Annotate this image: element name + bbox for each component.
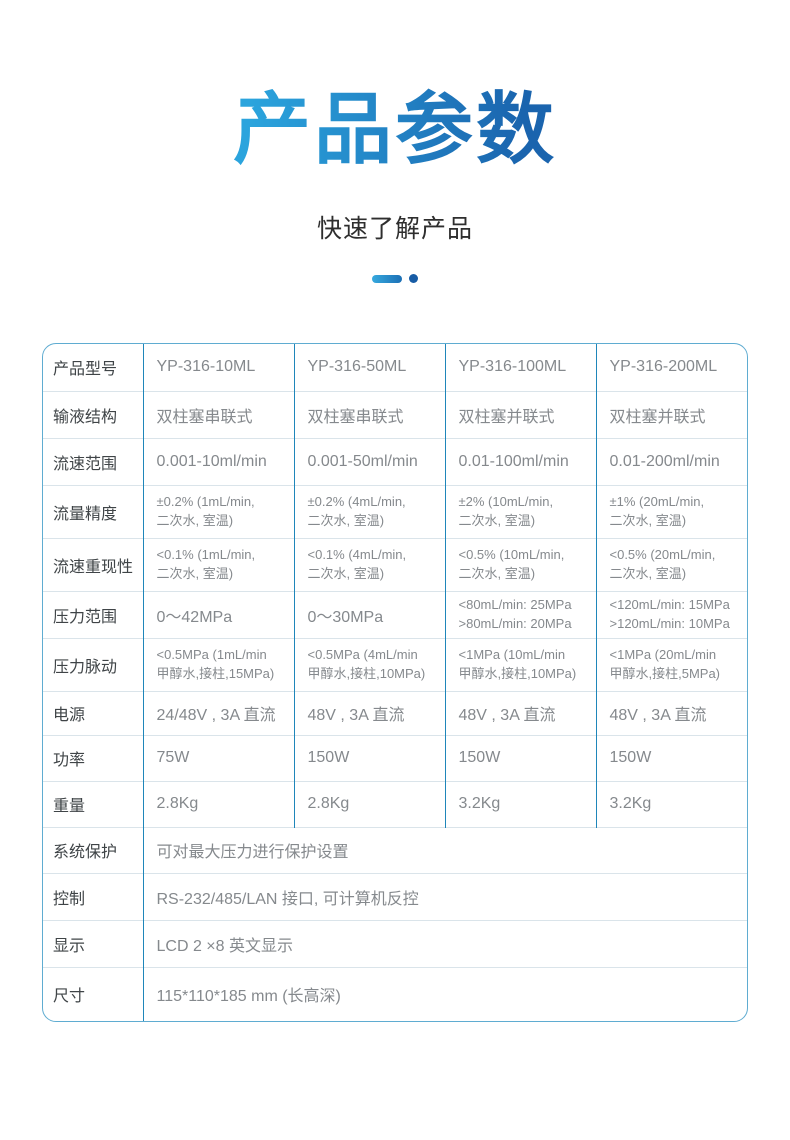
spec-value: 0～42MPa (142, 590, 294, 639)
spec-label: 产品型号 (53, 361, 118, 379)
spec-value: 双柱塞并联式 (595, 390, 747, 439)
spec-label: 尺寸 (43, 966, 143, 1022)
spec-value: 150W (293, 734, 445, 782)
spec-value: <0.5% (20mL/min, 二次水, 室温) (595, 537, 747, 592)
spec-value: <1MPa (20mL/min 甲醇水,接柱,5MPa) (595, 637, 747, 692)
spec-value: <0.5MPa (4mL/min 甲醇水,接柱,10MPa) (293, 637, 445, 692)
table-row-power-supply: 电源 24/48V , 3A 直流 48V , 3A 直流 48V , 3A 直… (43, 690, 747, 736)
spec-label: 显示 (43, 919, 143, 968)
model-name: YP-316-10ML (142, 344, 294, 392)
spec-label: 流速范围 (43, 437, 143, 486)
table-row-flow-repeatability: 流速重现性 <0.1% (1mL/min, 二次水, 室温) <0.1% (4m… (43, 537, 747, 592)
spec-value: <0.1% (1mL/min, 二次水, 室温) (142, 537, 294, 592)
spec-value: 2.8Kg (142, 780, 294, 828)
spec-value: 0.001-10ml/min (142, 437, 294, 486)
table-row-dimensions: 尺寸 115*110*185 mm (长高深) (43, 966, 747, 1022)
spec-value: 48V , 3A 直流 (444, 690, 596, 736)
table-row-models: 产品型号 YP-316-10ML YP-316-50ML YP-316-100M… (43, 344, 747, 392)
page-subtitle: 快速了解产品 (316, 215, 473, 244)
spec-label: 控制 (43, 872, 143, 921)
table-row-display: 显示 LCD 2 ×8 英文显示 (43, 919, 747, 968)
spec-value: 0.001-50ml/min (293, 437, 445, 486)
spec-value: ±2% (10mL/min, 二次水, 室温) (444, 484, 596, 539)
spec-label: 功率 (43, 734, 143, 782)
table-row-weight: 重量 2.8Kg 2.8Kg 3.2Kg 3.2Kg (43, 780, 747, 828)
spec-label: 压力范围 (43, 590, 143, 639)
table-row-power: 功率 75W 150W 150W 150W (43, 734, 747, 782)
table-row-system-protection: 系统保护 可对最大压力进行保护设置 (43, 826, 747, 874)
table-row-control: 控制 RS-232/485/LAN 接口, 可计算机反控 (43, 872, 747, 921)
spec-label: 输液结构 (43, 390, 143, 439)
spec-value: 115*110*185 mm (长高深) (142, 966, 747, 1022)
spec-value: 2.8Kg (293, 780, 445, 828)
spec-value: 48V , 3A 直流 (293, 690, 445, 736)
spec-value: ±0.2% (4mL/min, 二次水, 室温) (293, 484, 445, 539)
spec-value: <120mL/min: 15MPa >120mL/min: 10MPa (595, 590, 747, 639)
spec-value: RS-232/485/LAN 接口, 可计算机反控 (142, 872, 747, 921)
spec-value: 3.2Kg (444, 780, 596, 828)
table-row-flow-accuracy: 流量精度 ±0.2% (1mL/min, 二次水, 室温) ±0.2% (4mL… (43, 484, 747, 539)
spec-value: <0.5% (10mL/min, 二次水, 室温) (444, 537, 596, 592)
page-title: 产品参数 (232, 84, 557, 175)
spec-label: 电源 (43, 690, 143, 736)
decoration-dash (372, 274, 402, 283)
spec-value: 150W (444, 734, 596, 782)
spec-label: 压力脉动 (43, 637, 143, 692)
spec-table: 产品型号 YP-316-10ML YP-316-50ML YP-316-100M… (43, 344, 747, 1022)
page-header: 产品参数 快速了解产品 (0, 0, 790, 284)
spec-value: 0.01-200ml/min (595, 437, 747, 486)
spec-label: 系统保护 (43, 826, 143, 874)
spec-value: 48V , 3A 直流 (595, 690, 747, 736)
spec-value: 0.01-100ml/min (444, 437, 596, 486)
spec-value: 3.2Kg (595, 780, 747, 828)
spec-value: 24/48V , 3A 直流 (142, 690, 294, 736)
spec-value: <1MPa (10mL/min 甲醇水,接柱,10MPa) (444, 637, 596, 692)
table-row-flow-range: 流速范围 0.001-10ml/min 0.001-50ml/min 0.01-… (43, 437, 747, 486)
title-decoration (0, 274, 790, 284)
spec-table-container: 产品型号 YP-316-10ML YP-316-50ML YP-316-100M… (42, 343, 748, 1023)
spec-value: 双柱塞并联式 (444, 390, 596, 439)
spec-value: <80mL/min: 25MPa >80mL/min: 20MPa (444, 590, 596, 639)
decoration-dot (409, 274, 418, 284)
table-row-pressure-pulsation: 压力脉动 <0.5MPa (1mL/min 甲醇水,接柱,15MPa) <0.5… (43, 637, 747, 692)
model-name: YP-316-50ML (293, 344, 445, 392)
spec-value: 75W (142, 734, 294, 782)
spec-value: ±0.2% (1mL/min, 二次水, 室温) (142, 484, 294, 539)
spec-value: 0～30MPa (293, 590, 445, 639)
spec-value: LCD 2 ×8 英文显示 (142, 919, 747, 968)
spec-value: 可对最大压力进行保护设置 (142, 826, 747, 874)
spec-value: 双柱塞串联式 (142, 390, 294, 439)
spec-value: <0.5MPa (1mL/min 甲醇水,接柱,15MPa) (142, 637, 294, 692)
spec-label: 重量 (43, 780, 143, 828)
spec-value: 双柱塞串联式 (293, 390, 445, 439)
spec-value: <0.1% (4mL/min, 二次水, 室温) (293, 537, 445, 592)
spec-value: 150W (595, 734, 747, 782)
table-row-structure: 输液结构 双柱塞串联式 双柱塞串联式 双柱塞并联式 双柱塞并联式 (43, 390, 747, 439)
model-name: YP-316-100ML (444, 344, 596, 392)
spec-label: 流速重现性 (43, 537, 143, 592)
spec-value: ±1% (20mL/min, 二次水, 室温) (595, 484, 747, 539)
spec-label: 流量精度 (43, 484, 143, 539)
table-row-pressure-range: 压力范围 0～42MPa 0～30MPa <80mL/min: 25MPa >8… (43, 590, 747, 639)
model-name: YP-316-200ML (595, 344, 747, 392)
